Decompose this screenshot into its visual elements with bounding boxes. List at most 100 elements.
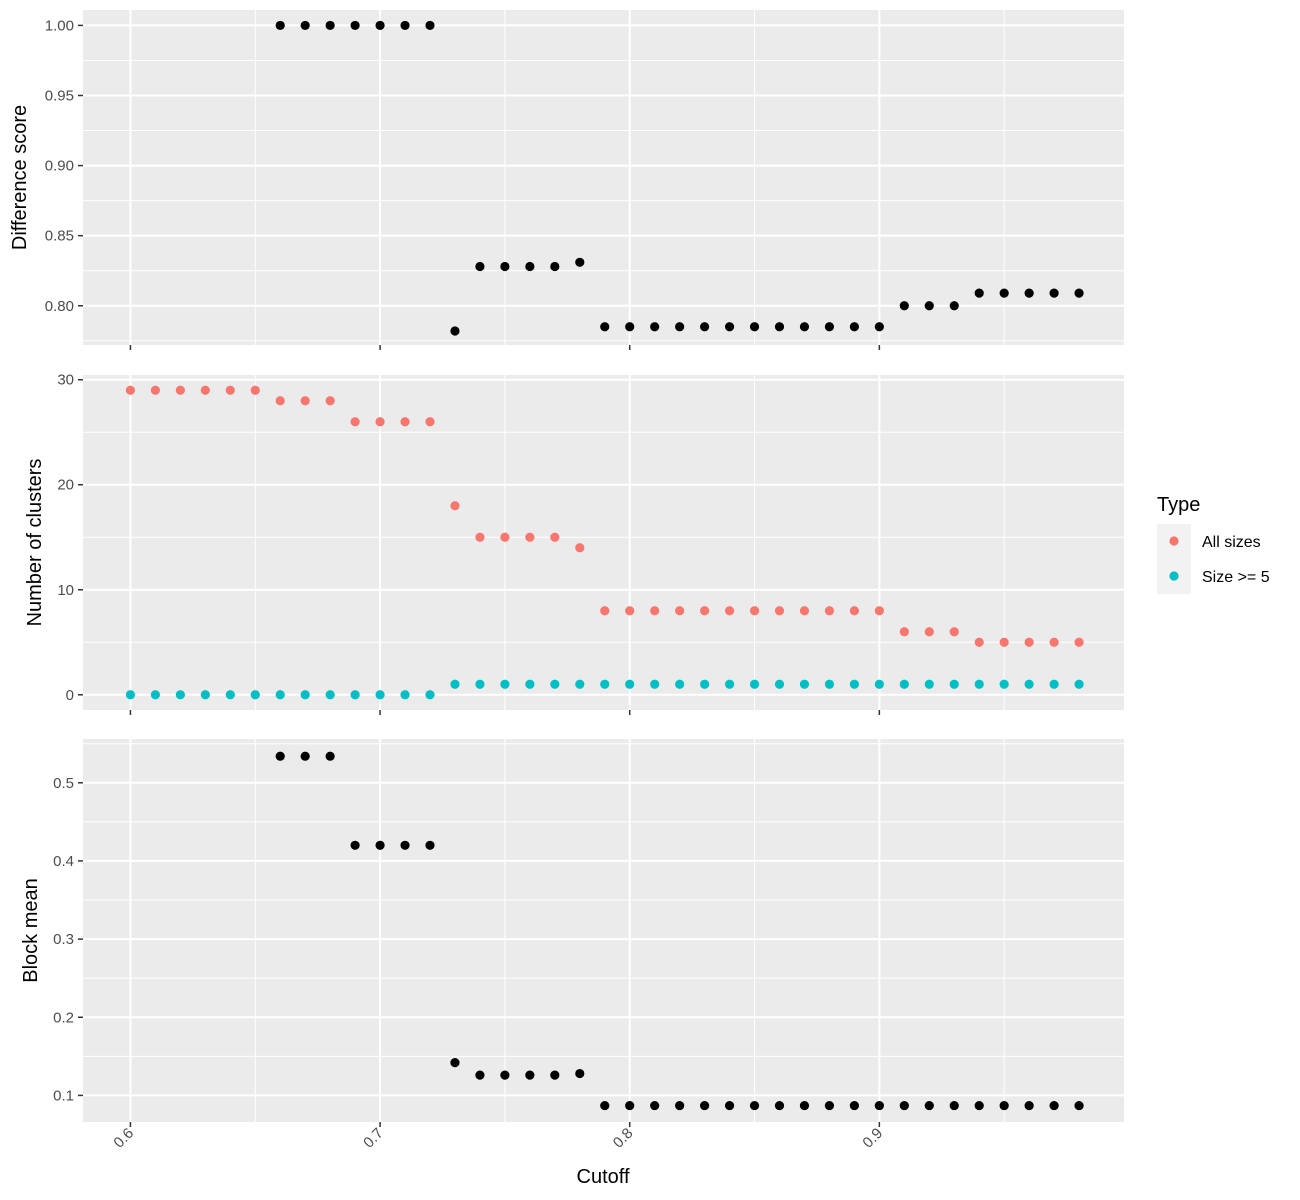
- data-point: [325, 690, 335, 700]
- data-point: [949, 679, 959, 689]
- y-tick-label: 0.90: [45, 158, 74, 175]
- data-point: [175, 385, 185, 395]
- x-tick-label: 0.6: [110, 1125, 137, 1152]
- data-point: [325, 751, 335, 761]
- data-point: [550, 532, 560, 542]
- data-point: [625, 322, 635, 332]
- data-point: [400, 417, 410, 427]
- data-point: [475, 679, 485, 689]
- panel-background: [83, 375, 1124, 710]
- data-point: [350, 840, 360, 850]
- data-point: [150, 690, 160, 700]
- data-point: [200, 385, 210, 395]
- legend-title: Type: [1157, 494, 1200, 516]
- data-point: [924, 627, 934, 637]
- data-point: [974, 679, 984, 689]
- data-point: [475, 261, 485, 272]
- data-point: [1049, 288, 1059, 298]
- data-point: [450, 1057, 460, 1068]
- data-point: [425, 417, 435, 427]
- legend-key: [1169, 536, 1179, 546]
- data-point: [675, 606, 685, 616]
- data-point: [799, 322, 810, 332]
- data-point: [799, 1100, 810, 1111]
- data-point: [724, 1100, 735, 1111]
- data-point: [1074, 679, 1084, 689]
- data-point: [1074, 288, 1084, 298]
- y-tick-label: 10: [57, 582, 74, 599]
- data-point: [1074, 1100, 1084, 1111]
- data-point: [275, 751, 285, 761]
- data-point: [475, 1070, 485, 1080]
- data-point: [999, 1100, 1009, 1111]
- data-point: [525, 679, 535, 689]
- y-tick-label: 0.5: [53, 775, 74, 792]
- data-point: [974, 637, 984, 647]
- y-tick-label: 1.00: [45, 17, 74, 34]
- data-point: [1024, 637, 1034, 647]
- data-point: [799, 679, 810, 689]
- data-point: [550, 261, 560, 272]
- data-point: [375, 690, 385, 700]
- data-point: [125, 690, 136, 700]
- data-point: [575, 1068, 585, 1079]
- data-point: [949, 301, 959, 311]
- data-point: [749, 679, 760, 689]
- data-point: [700, 322, 710, 332]
- data-point: [275, 690, 285, 700]
- data-point: [250, 690, 260, 700]
- y-axis-title: Number of clusters: [24, 459, 46, 627]
- data-point: [600, 1100, 610, 1111]
- data-point: [525, 261, 535, 272]
- data-point: [450, 501, 460, 511]
- panel-2: 0 10 20 30 Number of clusters: [24, 372, 1124, 715]
- data-point: [675, 679, 685, 689]
- data-point: [1024, 288, 1034, 298]
- data-point: [400, 20, 410, 31]
- series-3-1: [275, 751, 1084, 1111]
- x-tick-label: 0.8: [610, 1125, 637, 1152]
- data-point: [350, 20, 360, 31]
- data-point: [375, 20, 385, 31]
- y-tick-label: 20: [57, 477, 74, 494]
- data-point: [749, 1100, 760, 1111]
- panel-3: 0.1 0.2 0.3 0.4 0.5 0.6 0.7 0.8 0.9 Block mean: [20, 739, 1124, 1152]
- data-point: [899, 679, 909, 689]
- data-point: [400, 840, 410, 850]
- data-point: [325, 396, 335, 406]
- data-point: [899, 1100, 909, 1111]
- data-point: [874, 606, 884, 616]
- data-point: [175, 690, 185, 700]
- data-point: [774, 679, 785, 689]
- data-point: [949, 1100, 959, 1111]
- data-point: [150, 385, 160, 395]
- data-point: [999, 288, 1009, 298]
- data-point: [874, 1100, 884, 1111]
- data-point: [824, 606, 835, 616]
- data-point: [1049, 679, 1059, 689]
- data-point: [774, 322, 785, 332]
- series-2-2: [125, 679, 1084, 700]
- data-point: [899, 301, 909, 311]
- data-point: [1049, 1100, 1059, 1111]
- x-tick-label: 0.9: [859, 1125, 886, 1152]
- y-tick-label: 0.2: [53, 1009, 74, 1026]
- series-2-1: [125, 385, 1084, 647]
- data-point: [749, 322, 760, 332]
- data-point: [500, 261, 510, 272]
- data-point: [575, 679, 585, 689]
- data-point: [1074, 637, 1084, 647]
- data-point: [724, 606, 735, 616]
- data-point: [650, 1100, 660, 1111]
- data-point: [600, 322, 610, 332]
- data-point: [999, 679, 1009, 689]
- data-point: [525, 532, 535, 542]
- data-point: [650, 606, 660, 616]
- data-point: [700, 679, 710, 689]
- data-point: [400, 690, 410, 700]
- data-point: [1024, 1100, 1034, 1111]
- data-point: [275, 396, 285, 406]
- data-point: [724, 679, 735, 689]
- data-point: [350, 417, 360, 427]
